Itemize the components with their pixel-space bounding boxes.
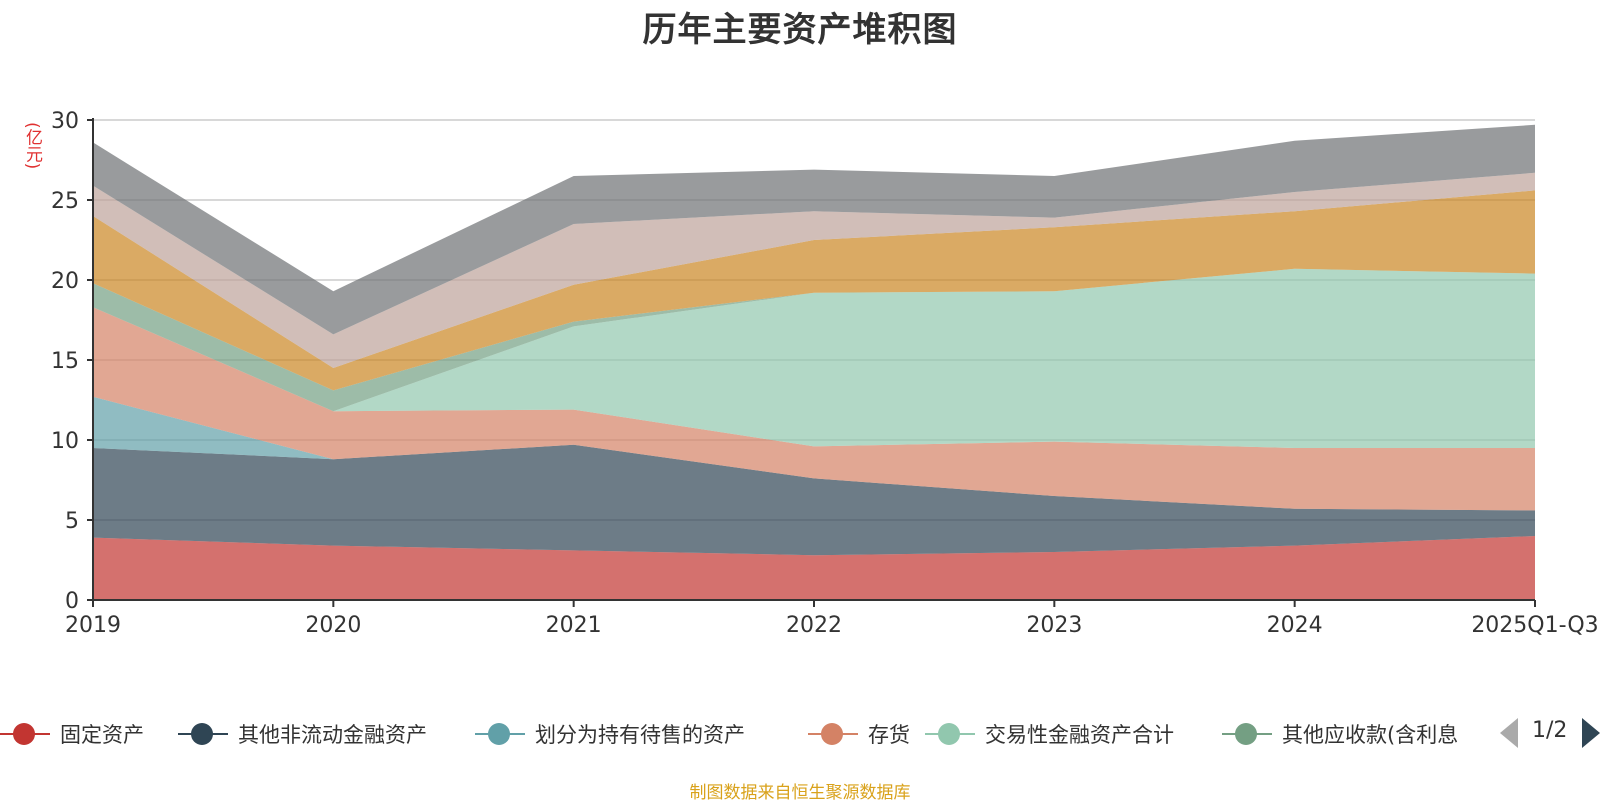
x-tick-label: 2024 — [1267, 613, 1323, 638]
legend: 固定资产 其他非流动金融资产 划分为持有待售的资产 存货 交易性金融资产合计 其他应收款(… — [0, 718, 1600, 750]
x-tick-label: 2020 — [305, 613, 361, 638]
legend-prev-page-icon[interactable] — [1500, 718, 1518, 748]
legend-item[interactable]: 划分为持有待售的资产 — [475, 718, 745, 750]
x-tick-label: 2022 — [786, 613, 842, 638]
legend-marker-icon — [0, 718, 50, 750]
legend-label: 固定资产 — [60, 723, 144, 747]
plot-area: 0 5 10 15 20 25 30 2019 2020 2021 2022 2023 2024 2025… — [51, 109, 1599, 638]
area-series-2 — [93, 444, 1535, 556]
legend-next-page-icon[interactable] — [1582, 718, 1600, 748]
legend-label: 交易性金融资产合计 — [985, 723, 1174, 747]
area-series-5 — [93, 268, 1535, 448]
y-tick-label: 25 — [51, 189, 79, 214]
y-tick-label: 5 — [65, 509, 79, 534]
legend-item[interactable]: 其他应收款(含利息 — [1222, 718, 1458, 750]
legend-item[interactable]: 其他非流动金融资产 — [178, 718, 427, 750]
area-series-4 — [93, 307, 1535, 511]
y-tick-label: 10 — [51, 429, 79, 454]
legend-item[interactable]: 固定资产 — [0, 718, 144, 750]
legend-marker-icon — [808, 718, 858, 750]
chart-title: 历年主要资产堆积图 — [642, 10, 958, 50]
legend-marker-icon — [925, 718, 975, 750]
y-tick-label: 15 — [51, 349, 79, 374]
legend-marker-icon — [178, 718, 228, 750]
legend-pager: 1/2 — [1500, 718, 1600, 750]
y-tick-label: 0 — [65, 589, 79, 614]
area-series-1 — [93, 536, 1535, 600]
area-series-8 — [93, 172, 1535, 368]
legend-label: 其他非流动金融资产 — [238, 723, 427, 747]
area-series-7 — [93, 190, 1535, 391]
x-tick-label: 2021 — [546, 613, 602, 638]
y-axis-unit-label: (亿元) — [22, 122, 42, 170]
legend-label: 存货 — [868, 723, 910, 747]
y-tick-label: 30 — [51, 109, 79, 134]
legend-item[interactable]: 存货 — [808, 718, 910, 750]
legend-page-indicator: 1/2 — [1532, 718, 1568, 743]
legend-marker-icon — [1222, 718, 1272, 750]
legend-label: 划分为持有待售的资产 — [535, 723, 745, 747]
x-tick-label: 2023 — [1026, 613, 1082, 638]
data-source-note: 制图数据来自恒生聚源数据库 — [689, 783, 911, 803]
area-series-9 — [93, 124, 1535, 335]
legend-marker-icon — [475, 718, 525, 750]
legend-label: 其他应收款(含利息 — [1282, 723, 1459, 747]
y-tick-label: 20 — [51, 269, 79, 294]
legend-item[interactable]: 交易性金融资产合计 — [925, 718, 1174, 750]
x-tick-label: 2025Q1-Q3 — [1471, 613, 1598, 638]
x-tick-label: 2019 — [65, 613, 121, 638]
